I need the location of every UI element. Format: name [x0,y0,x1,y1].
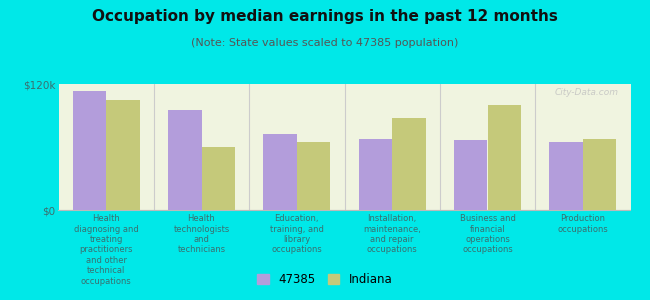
Text: (Note: State values scaled to 47385 population): (Note: State values scaled to 47385 popu… [191,38,459,47]
Bar [392,118,426,210]
Bar [168,110,202,210]
Bar [73,91,106,210]
Bar [488,105,521,210]
Bar [359,139,392,210]
Text: Occupation by median earnings in the past 12 months: Occupation by median earnings in the pas… [92,9,558,24]
Bar [106,100,140,210]
Bar [583,139,616,210]
Bar [263,134,297,210]
Bar [549,142,583,210]
Bar [454,140,488,210]
Legend: 47385, Indiana: 47385, Indiana [253,269,397,291]
Bar [297,142,330,210]
Bar [202,147,235,210]
Text: City-Data.com: City-Data.com [555,88,619,97]
